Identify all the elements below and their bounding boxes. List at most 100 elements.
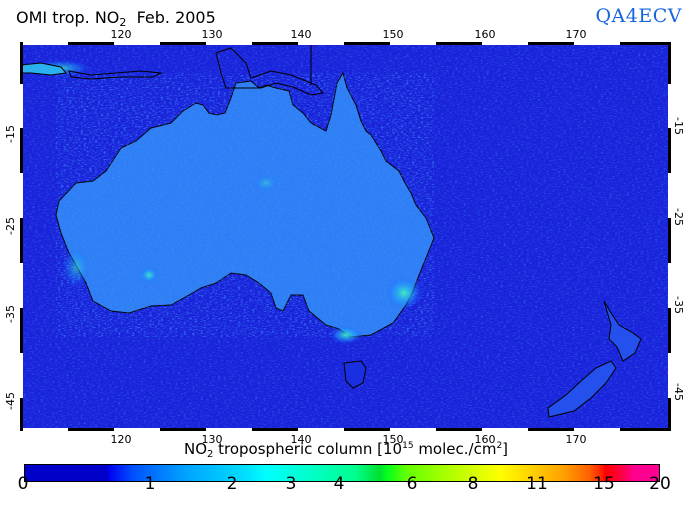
x-tick-top: 140 [290,28,312,41]
colorbar-tick: 1 [144,474,156,494]
frame-segment [20,42,23,84]
x-tick-bottom: 150 [382,433,404,446]
cb-title-sup: 2 [496,441,503,451]
frame-segment [252,42,298,45]
cb-title-part: NO [183,440,207,458]
frame-segment [528,428,574,431]
y-tick-right: -25 [672,208,685,226]
x-tick-top: 120 [110,28,132,41]
frame-segment [114,428,160,431]
colorbar-tick: 8 [467,474,479,494]
tasmania-outline [343,360,367,389]
frame-segment [482,42,528,45]
title-text: OMI trop. NO [16,8,120,27]
colorbar-tick: 0 [17,474,29,494]
frame-segment [574,428,620,431]
title-date: Feb. 2005 [126,8,216,27]
cb-title-sup: 15 [402,441,414,451]
y-tick-left: -15 [4,125,17,143]
frame-segment [482,428,528,431]
frame-segment [160,42,206,45]
x-tick-top: 130 [201,28,223,41]
frame-segment [620,42,671,45]
frame-segment [574,42,620,45]
frame-segment [20,42,68,45]
frame-segment [668,308,671,353]
frame-segment [344,42,390,45]
frame-segment [668,353,671,398]
frame-segment [68,428,114,431]
colorbar-tick: 11 [526,474,548,494]
frame-segment [20,398,23,431]
x-tick-top: 170 [565,28,587,41]
colorbar-tick: 3 [285,474,297,494]
new-guinea-outline [215,47,324,96]
hotspot-interior [254,175,278,191]
hotspot-melbourne [330,326,362,344]
brand-label: QA4ECV [595,5,682,27]
colorbar-title: NO2 tropospheric column [1015 molec./cm2… [0,440,692,460]
hotspot-sydney [386,277,422,309]
x-tick-bottom: 140 [290,433,312,446]
frame-segment [668,128,671,173]
y-tick-left: -45 [4,392,17,410]
colorbar-tick: 20 [649,474,671,494]
frame-segment [298,42,344,45]
colorbar-tick: 15 [593,474,615,494]
colorbar-tick: 2 [226,474,238,494]
frame-segment [206,428,252,431]
y-tick-right: -35 [672,296,685,314]
nz-north-island [603,300,642,362]
frame-segment [114,42,160,45]
frame-segment [668,398,671,431]
frame-segment [668,173,671,218]
x-tick-bottom: 160 [474,433,496,446]
x-tick-bottom: 130 [201,433,223,446]
frame-segment [20,428,68,431]
frame-segment [160,428,206,431]
x-tick-top: 150 [382,28,404,41]
no2-map [21,43,670,430]
cb-title-part: molec./cm [413,440,497,458]
y-tick-left: -25 [4,217,17,235]
x-tick-bottom: 120 [110,433,132,446]
frame-segment [20,84,23,128]
frame-segment [20,218,23,263]
frame-segment [20,353,23,398]
frame-segment [20,128,23,173]
lesser-sunda-outline [68,70,163,80]
colorbar-tick: 4 [333,474,345,494]
frame-segment [668,42,671,84]
x-tick-bottom: 170 [565,433,587,446]
nz-south-island [547,360,617,418]
y-tick-right: -45 [672,383,685,401]
title-subscript: 2 [119,16,127,29]
colorbar [24,464,660,482]
y-tick-right: -15 [672,117,685,135]
frame-segment [668,263,671,308]
frame-segment [390,42,436,45]
frame-segment [668,218,671,263]
cb-title-sub: 2 [207,449,214,460]
hotspot-perth [62,248,90,288]
frame-segment [436,428,482,431]
frame-segment [620,428,671,431]
frame-segment [206,42,252,45]
frame-segment [344,428,390,431]
cb-title-part: tropospheric column [10 [213,440,403,458]
map-plot-area [20,42,671,431]
hotspot-kalgoorlie [140,267,158,283]
frame-segment [20,308,23,353]
frame-segment [20,173,23,218]
frame-segment [68,42,114,45]
colorbar-tick: 6 [406,474,418,494]
chart-title: OMI trop. NO2 Feb. 2005 [16,8,216,33]
frame-segment [436,42,482,45]
frame-segment [298,428,344,431]
frame-segment [252,428,298,431]
cb-title-part: ] [502,440,509,458]
frame-segment [390,428,436,431]
frame-segment [528,42,574,45]
frame-segment [20,263,23,308]
frame-segment [668,84,671,128]
